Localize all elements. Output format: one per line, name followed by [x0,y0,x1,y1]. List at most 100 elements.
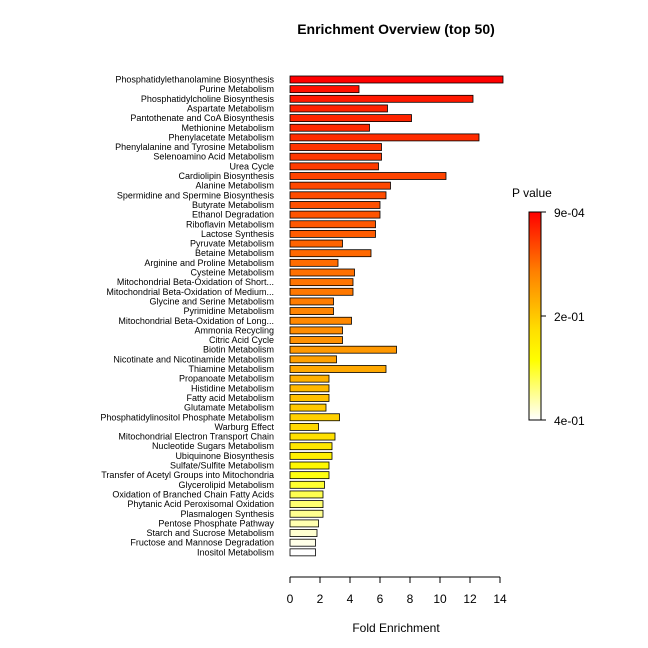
category-label: Cysteine Metabolism [190,268,274,278]
chart-title: Enrichment Overview (top 50) [297,21,495,37]
bar [289,201,381,209]
bar [289,413,340,422]
category-label: Methionine Metabolism [181,123,274,133]
x-tick-label: 6 [377,592,384,606]
category-label: Citric Acid Cycle [209,335,274,345]
category-label: Histidine Metabolism [191,383,274,393]
x-tick-label: 4 [347,592,354,606]
legend-title: P value [512,186,552,200]
category-label: Pyrimidine Metabolism [183,306,274,316]
bar [289,268,355,277]
bar [289,432,336,441]
bar [289,538,316,547]
bar [289,258,339,267]
category-label: Alanine Metabolism [195,181,274,191]
category-label: Lactose Synthesis [201,229,275,239]
x-tick-label: 10 [433,592,447,606]
bar [289,278,354,287]
category-label: Plasmalogen Synthesis [180,509,274,519]
category-label: Cardiolipin Biosynthesis [178,171,274,181]
bar [289,480,325,489]
bar [289,316,352,325]
bar [289,191,387,200]
bar [289,509,324,518]
category-label: Mitochondrial Electron Transport Chain [118,432,274,442]
category-label: Sulfate/Sulfite Metabolism [170,461,274,471]
bar [289,210,381,219]
category-label: Inositol Metabolism [197,547,274,557]
category-label: Glutamate Metabolism [184,403,274,413]
bar [289,239,343,248]
bar [289,152,382,161]
bar [289,104,388,113]
bar [289,442,333,451]
legend: P value 9e-04 2e-01 4e-01 [512,186,585,428]
category-labels: Phosphatidylethanolamine BiosynthesisPur… [100,75,274,558]
category-label: Butyrate Metabolism [192,200,274,210]
category-label: Phenylalanine and Tyrosine Metabolism [115,142,274,152]
category-label: Arginine and Proline Metabolism [144,258,274,268]
category-label: Pyruvate Metabolism [190,239,274,249]
category-label: Propanoate Metabolism [179,374,274,384]
category-label: Transfer of Acetyl Groups into Mitochond… [101,470,274,480]
p-value-colorbar [528,211,542,421]
bar [289,519,319,528]
bar [289,287,354,296]
category-label: Oxidation of Branched Chain Fatty Acids [112,489,274,499]
bar [289,75,504,84]
x-tick-label: 14 [493,592,507,606]
bar [289,114,412,122]
bar [289,181,391,190]
category-label: Ethanol Degradation [192,210,274,220]
category-label: Pantothenate and CoA Biosynthesis [130,113,274,123]
bar [289,403,327,412]
legend-label-bottom: 4e-01 [554,414,585,428]
bar [289,384,330,393]
bar [289,451,333,460]
bar [289,422,319,431]
category-label: Fatty acid Metabolism [186,393,274,403]
category-label: Aspartate Metabolism [187,103,274,113]
bar [289,500,324,509]
category-label: Riboflavin Metabolism [186,219,274,229]
category-label: Spermidine and Spermine Biosynthesis [117,190,275,200]
bar [289,336,343,344]
x-tick-label: 2 [317,592,324,606]
category-label: Betaine Metabolism [195,248,274,258]
bar [289,529,318,537]
category-label: Thiamine Metabolism [188,364,274,374]
category-label: Ammonia Recycling [194,325,274,335]
category-label: Glycerolipid Metabolism [178,480,274,490]
category-label: Pentose Phosphate Pathway [158,518,274,528]
bar [289,133,480,142]
x-tick-label: 0 [287,592,294,606]
category-label: Purine Metabolism [199,84,274,94]
category-label: Nucleotide Sugars Metabolism [152,441,274,451]
bar [289,94,474,103]
x-tick-label: 8 [407,592,414,606]
bar [289,297,334,306]
bar [289,307,334,316]
bar [289,123,370,132]
bar [289,249,372,258]
category-label: Starch and Sucrose Metabolism [146,528,274,538]
category-label: Phytanic Acid Peroxisomal Oxidation [127,499,274,509]
category-label: Phenylacetate Metabolism [168,132,274,142]
category-label: Biotin Metabolism [203,345,274,355]
bar [289,229,376,238]
category-label: Phosphatidylcholine Biosynthesis [141,94,275,104]
category-label: Nicotinate and Nicotinamide Metabolism [113,354,274,364]
bar [289,143,382,151]
category-label: Mitochondrial Beta-Oxidation of Medium..… [106,287,274,297]
bar [289,394,330,402]
category-label: Urea Cycle [229,161,274,171]
bar [289,85,360,94]
bars-group [289,75,504,557]
legend-label-mid: 2e-01 [554,310,585,324]
category-label: Fructose and Mannose Degradation [130,538,274,548]
x-axis-label: Fold Enrichment [352,621,440,635]
bar [289,345,397,354]
bar [289,355,337,364]
category-label: Phosphatidylinositol Phosphate Metabolis… [100,412,274,422]
